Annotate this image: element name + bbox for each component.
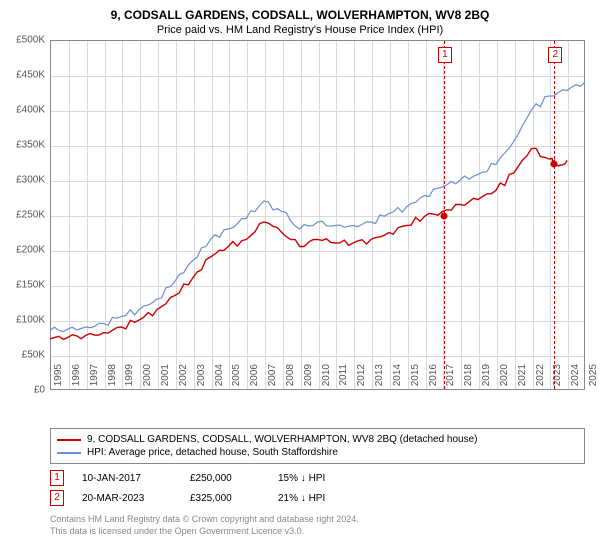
transaction-pct: 21% ↓ HPI — [278, 493, 368, 504]
footer-attribution: Contains HM Land Registry data © Crown c… — [50, 514, 585, 537]
x-axis-tick: 2025 — [588, 364, 599, 394]
chart-title: 9, CODSALL GARDENS, CODSALL, WOLVERHAMPT… — [0, 0, 600, 22]
x-axis-tick: 1997 — [89, 364, 100, 394]
y-axis-tick: £50K — [0, 350, 45, 361]
chart-area: 12 £0£50K£100K£150K£200K£250K£300K£350K£… — [50, 40, 585, 390]
y-axis-tick: £250K — [0, 210, 45, 221]
x-axis-tick: 2018 — [463, 364, 474, 394]
legend-swatch — [57, 452, 81, 454]
x-axis-tick: 2012 — [356, 364, 367, 394]
y-axis-tick: £150K — [0, 280, 45, 291]
y-axis-tick: £500K — [0, 35, 45, 46]
series-hpi — [50, 82, 585, 332]
x-axis-tick: 2016 — [428, 364, 439, 394]
x-axis-tick: 1998 — [107, 364, 118, 394]
transaction-marker: 1 — [50, 470, 64, 486]
x-axis-tick: 2005 — [231, 364, 242, 394]
x-axis-tick: 2002 — [178, 364, 189, 394]
chart-subtitle: Price paid vs. HM Land Registry's House … — [0, 22, 600, 40]
footer-line1: Contains HM Land Registry data © Crown c… — [50, 514, 585, 526]
x-axis-tick: 2000 — [142, 364, 153, 394]
x-axis-tick: 2013 — [374, 364, 385, 394]
x-axis-tick: 2024 — [570, 364, 581, 394]
x-axis-tick: 2019 — [481, 364, 492, 394]
x-axis-tick: 2010 — [321, 364, 332, 394]
x-axis-tick: 2003 — [196, 364, 207, 394]
x-axis-tick: 2001 — [160, 364, 171, 394]
x-axis-tick: 1999 — [124, 364, 135, 394]
x-axis-tick: 1996 — [71, 364, 82, 394]
legend-item: HPI: Average price, detached house, Sout… — [57, 446, 578, 459]
legend-label: HPI: Average price, detached house, Sout… — [87, 447, 338, 458]
transactions-table: 1 10-JAN-2017 £250,000 15% ↓ HPI 2 20-MAR-202… — [50, 468, 585, 508]
x-axis-tick: 2004 — [214, 364, 225, 394]
transaction-row: 2 20-MAR-2023 £325,000 21% ↓ HPI — [50, 488, 585, 508]
x-axis-tick: 2011 — [338, 364, 349, 394]
x-axis-tick: 2015 — [410, 364, 421, 394]
y-axis-tick: £0 — [0, 385, 45, 396]
y-axis-tick: £300K — [0, 175, 45, 186]
transaction-marker: 2 — [50, 490, 64, 506]
transaction-date: 20-MAR-2023 — [82, 493, 172, 504]
y-axis-tick: £400K — [0, 105, 45, 116]
x-axis-tick: 2007 — [267, 364, 278, 394]
x-axis-tick: 2006 — [249, 364, 260, 394]
y-axis-tick: £450K — [0, 70, 45, 81]
series-property_price — [50, 148, 567, 339]
x-axis-tick: 2022 — [535, 364, 546, 394]
x-axis-tick: 2014 — [392, 364, 403, 394]
transaction-price: £325,000 — [190, 493, 260, 504]
x-axis-tick: 2023 — [552, 364, 563, 394]
x-axis-tick: 1995 — [53, 364, 64, 394]
x-axis-tick: 2021 — [517, 364, 528, 394]
x-axis-tick: 2017 — [445, 364, 456, 394]
x-axis-tick: 2008 — [285, 364, 296, 394]
x-axis-tick: 2009 — [303, 364, 314, 394]
transaction-price: £250,000 — [190, 473, 260, 484]
y-axis-tick: £100K — [0, 315, 45, 326]
chart-lines — [50, 40, 585, 390]
transaction-pct: 15% ↓ HPI — [278, 473, 368, 484]
transaction-row: 1 10-JAN-2017 £250,000 15% ↓ HPI — [50, 468, 585, 488]
y-axis-tick: £200K — [0, 245, 45, 256]
legend-item: 9, CODSALL GARDENS, CODSALL, WOLVERHAMPT… — [57, 433, 578, 446]
legend-swatch — [57, 439, 81, 441]
legend: 9, CODSALL GARDENS, CODSALL, WOLVERHAMPT… — [50, 428, 585, 464]
footer-line2: This data is licensed under the Open Gov… — [50, 526, 585, 538]
transaction-date: 10-JAN-2017 — [82, 473, 172, 484]
x-axis-tick: 2020 — [499, 364, 510, 394]
legend-label: 9, CODSALL GARDENS, CODSALL, WOLVERHAMPT… — [87, 434, 478, 445]
y-axis-tick: £350K — [0, 140, 45, 151]
